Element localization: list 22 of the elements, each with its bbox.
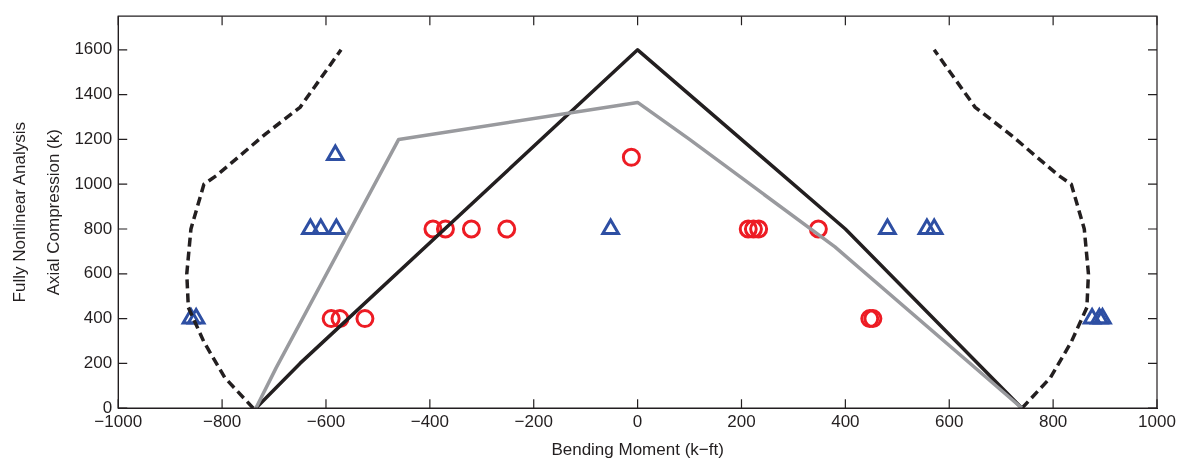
x-tick-label: 0 <box>632 412 643 432</box>
x-tick-label: −400 <box>410 412 449 432</box>
x-tick-label: 800 <box>1038 412 1068 432</box>
y-tick-label: 1000 <box>74 173 113 193</box>
x-tick-label: 1000 <box>1138 412 1176 432</box>
x-tick-label: −1000 <box>94 412 143 432</box>
y-tick-label: 1200 <box>74 129 113 149</box>
y-tick-label: 600 <box>83 263 113 283</box>
x-tick-label: 600 <box>935 412 964 432</box>
y-tick-label: 400 <box>83 308 113 328</box>
y-tick-label: 800 <box>83 218 113 238</box>
x-tick-label: 200 <box>727 412 756 432</box>
x-axis-title: Bending Moment (k−ft) <box>551 440 724 460</box>
y-tick-label: 1400 <box>74 84 113 104</box>
y-tick-label: 1600 <box>74 39 113 59</box>
x-tick-label: −800 <box>202 412 242 432</box>
y-axis-title: Axial Compression (k) <box>43 129 63 296</box>
x-tick-label: −600 <box>306 412 346 432</box>
x-tick-label: −200 <box>514 412 553 432</box>
y-tick-label: 200 <box>83 353 113 373</box>
x-tick-label: 400 <box>831 412 860 432</box>
text: Fully Nonlinear Analysis <box>9 121 29 303</box>
